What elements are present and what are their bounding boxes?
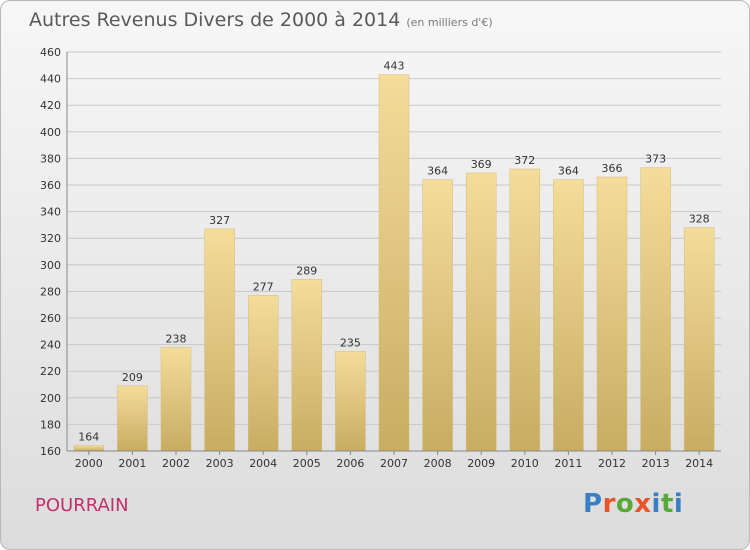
bar-2001 <box>117 385 148 452</box>
logo-letter: o <box>615 489 635 519</box>
data-label: 277 <box>253 280 274 293</box>
bar-2003 <box>204 228 235 452</box>
data-label: 209 <box>122 371 143 384</box>
x-tick-label: 2006 <box>336 457 364 470</box>
data-label: 235 <box>340 336 361 349</box>
logo-letter: i <box>673 489 684 519</box>
proxiti-logo: Proxiti <box>583 489 683 519</box>
bar-2005 <box>291 279 323 452</box>
y-tick-label: 240 <box>40 339 61 352</box>
bar-2014 <box>683 227 715 452</box>
bar-2004 <box>247 295 279 452</box>
chart-subtitle: (en milliers d'€) <box>406 16 493 29</box>
data-label: 289 <box>296 264 317 277</box>
x-tick-label: 2002 <box>162 457 190 470</box>
x-tick-label: 2003 <box>206 457 234 470</box>
x-tick-label: 2012 <box>598 457 626 470</box>
x-tick-label: 2008 <box>424 457 452 470</box>
x-tick-label: 2004 <box>249 457 277 470</box>
y-tick-label: 260 <box>40 312 61 325</box>
y-tick-label: 280 <box>40 285 61 298</box>
y-tick-label: 400 <box>40 126 61 139</box>
x-tick-label: 2013 <box>642 457 670 470</box>
y-tick-label: 300 <box>40 259 61 272</box>
logo-letter: t <box>660 489 674 519</box>
data-label: 364 <box>558 165 579 178</box>
y-tick-label: 420 <box>40 99 61 112</box>
x-tick-label: 2001 <box>118 457 146 470</box>
y-tick-label: 160 <box>40 445 61 458</box>
town-name: POURRAIN <box>35 495 129 516</box>
axes: 160 180 200 220 240 260 280 300 320 340 360 380 400 4… <box>40 46 721 470</box>
y-tick-label: 440 <box>40 73 61 86</box>
x-tick-label: 2010 <box>511 457 539 470</box>
bar-2010 <box>509 168 541 452</box>
data-label: 364 <box>427 165 448 178</box>
x-tick-label: 2014 <box>685 457 713 470</box>
bar-2007 <box>378 74 410 452</box>
x-tick-label: 2000 <box>75 457 103 470</box>
data-label: 369 <box>471 158 492 171</box>
bars: 164 209 238 327 277 289 235 443 364 369 372 364 366 3… <box>73 60 715 452</box>
logo-letter: P <box>583 489 603 519</box>
logo-letter: x <box>634 489 652 519</box>
bar-2009 <box>465 172 497 452</box>
y-tick-label: 340 <box>40 206 61 219</box>
y-tick-label: 220 <box>40 365 61 378</box>
bar-2002 <box>160 347 192 452</box>
chart-title: Autres Revenus Divers de 2000 à 2014 (en … <box>29 9 493 31</box>
data-label: 372 <box>514 154 535 167</box>
chart-title-text: Autres Revenus Divers de 2000 à 2014 <box>29 9 401 31</box>
data-label: 328 <box>689 213 710 226</box>
x-tick-label: 2009 <box>467 457 495 470</box>
x-tick-label: 2005 <box>293 457 321 470</box>
bar-2000 <box>73 445 105 452</box>
bar-2013 <box>640 167 671 452</box>
data-label: 366 <box>602 162 623 175</box>
bar-2011 <box>553 179 584 452</box>
y-tick-label: 180 <box>40 418 61 431</box>
y-tick-label: 320 <box>40 232 61 245</box>
data-label: 373 <box>645 153 666 166</box>
data-label: 327 <box>209 214 230 227</box>
bar-2008 <box>422 179 453 452</box>
bar-2006 <box>335 351 366 452</box>
x-tick-label: 2007 <box>380 457 408 470</box>
y-tick-label: 360 <box>40 179 61 192</box>
y-tick-label: 200 <box>40 392 61 405</box>
x-tick-label: 2011 <box>554 457 582 470</box>
bar-2012 <box>596 176 628 452</box>
data-label: 443 <box>384 60 405 73</box>
data-label: 238 <box>166 332 187 345</box>
data-label: 164 <box>78 431 99 444</box>
y-tick-label: 460 <box>40 46 61 59</box>
logo-letter: r <box>602 489 616 519</box>
logo-letter: i <box>651 489 661 519</box>
y-tick-label: 380 <box>40 152 61 165</box>
